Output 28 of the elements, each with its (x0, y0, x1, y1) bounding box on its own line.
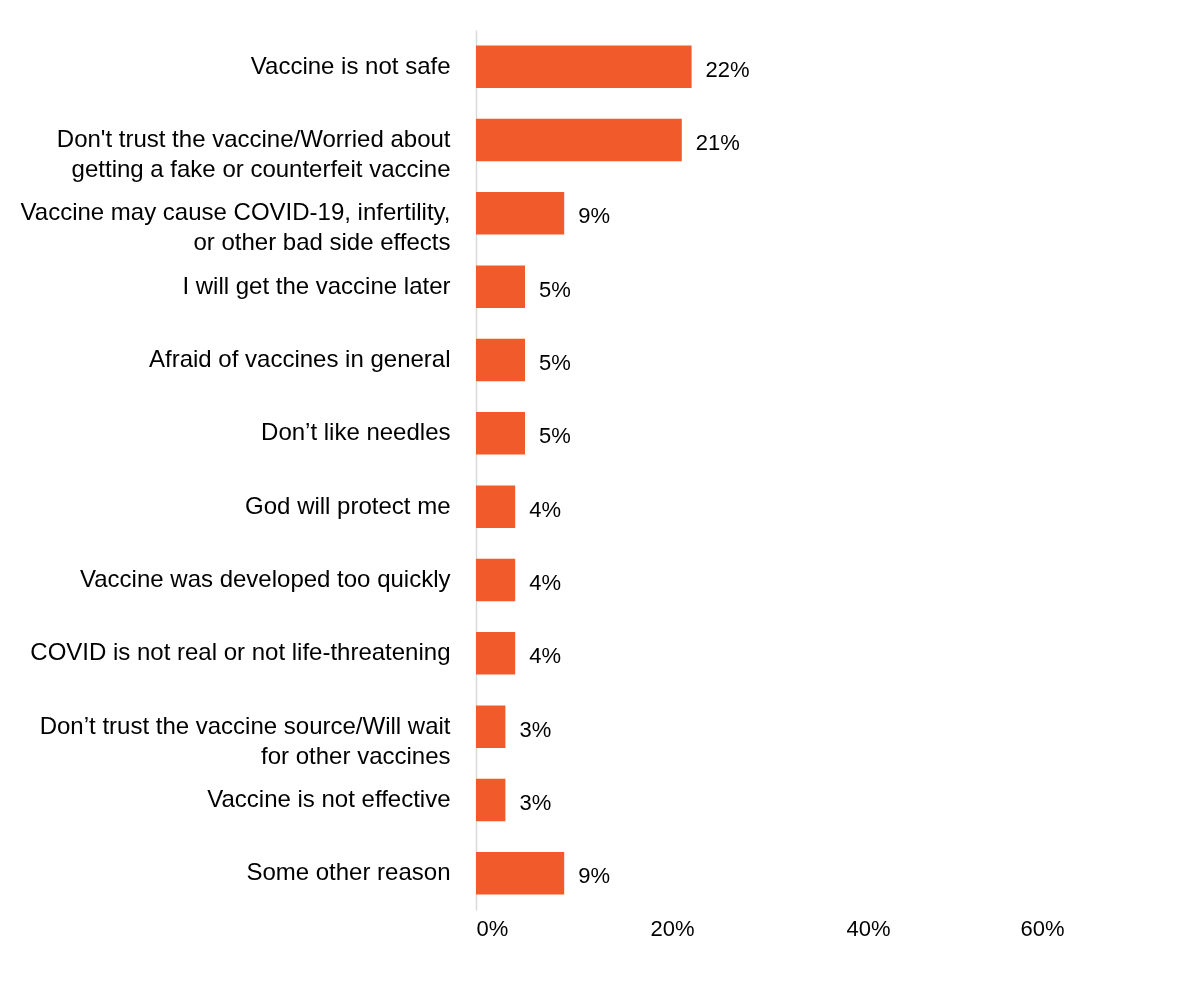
x-tick-label: 20% (650, 915, 695, 941)
y-tick-label: God will protect me (245, 491, 451, 519)
y-tick-label: Vaccine was developed too quickly (80, 565, 451, 592)
y-tick-label: Vaccine is not safe (250, 51, 451, 79)
y-tick-label: Don’t like needles (261, 418, 451, 446)
x-tick-label: 60% (1020, 915, 1065, 941)
y-tick-label: Afraid of vaccines in general (149, 345, 451, 372)
y-tick-label: Don't trust the vaccine/Worried about getting a fake or counterfeit vaccine (56, 125, 451, 182)
data-label: 4% (529, 643, 561, 669)
data-label: 4% (529, 570, 561, 595)
data-label: 22% (705, 56, 750, 82)
data-label: 5% (539, 350, 571, 375)
y-tick-label: I will get the vaccine later (182, 271, 451, 299)
data-label: 9% (578, 863, 610, 889)
data-label: 4% (529, 496, 561, 522)
data-label: 5% (539, 423, 571, 449)
y-tick-label: Don’t trust the vaccine source/Will wait for other vaccines (39, 711, 451, 769)
data-label: 5% (539, 276, 571, 302)
y-tick-label: Vaccine may cause COVID-19, infertility, or other bad side effects (20, 198, 451, 256)
data-label: 3% (519, 790, 552, 815)
x-tick-label: 40% (846, 915, 891, 941)
data-label: 21% (695, 130, 740, 155)
data-label: 3% (519, 716, 552, 742)
data-label: 9% (578, 203, 610, 229)
y-tick-label: Some other reason (246, 858, 451, 886)
x-tick-label: 0% (476, 915, 509, 941)
y-tick-label: COVID is not real or not life-threatening (30, 638, 451, 666)
y-tick-label: Vaccine is not effective (207, 785, 451, 812)
